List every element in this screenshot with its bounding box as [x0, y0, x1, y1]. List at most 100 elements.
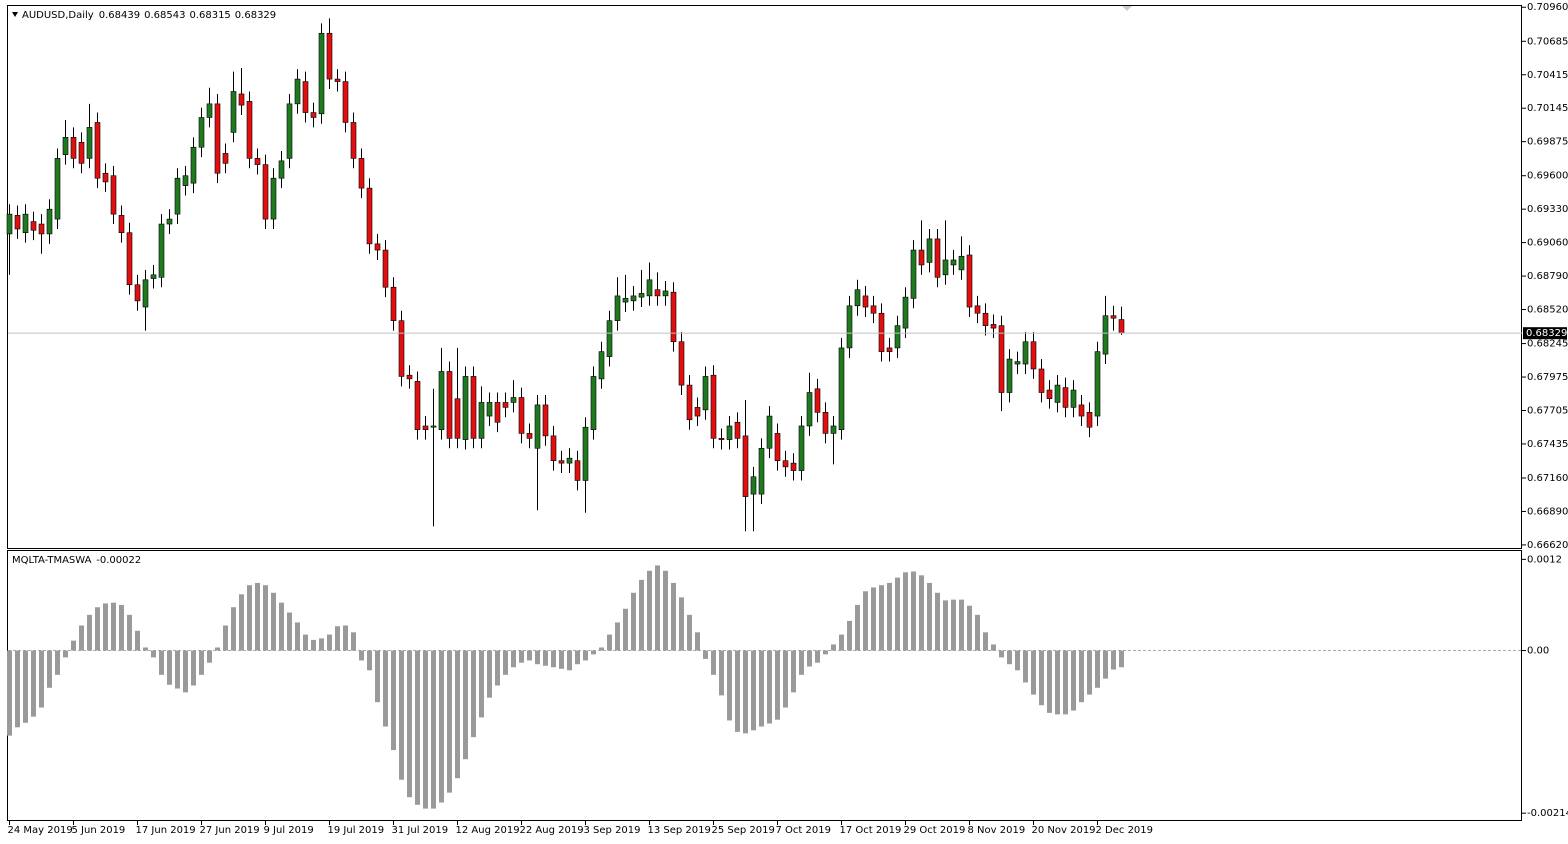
candle-body	[486, 402, 493, 417]
candle-body	[838, 347, 845, 430]
histogram-bar	[799, 650, 804, 675]
candle-body	[526, 433, 533, 439]
histogram-bar	[663, 570, 668, 651]
histogram-bar	[1063, 650, 1068, 715]
histogram-bar	[591, 650, 596, 655]
candle-body	[182, 175, 189, 186]
x-tick-label: 22 Aug 2019	[520, 825, 584, 836]
histogram-bar	[271, 592, 276, 651]
x-tick-label: 17 Jun 2019	[136, 825, 196, 836]
candle-body	[86, 127, 93, 159]
candle-body	[758, 447, 765, 495]
histogram-bar	[319, 638, 324, 651]
histogram-bar	[71, 640, 76, 651]
histogram-bar	[431, 650, 436, 809]
candle-body	[102, 172, 109, 183]
histogram-bar	[239, 594, 244, 651]
current-price-box	[1523, 327, 1567, 340]
histogram-bar	[775, 650, 780, 720]
candle-body	[558, 460, 565, 464]
candle-body	[118, 215, 125, 234]
menu-arrow[interactable]	[12, 12, 18, 17]
candle-body	[30, 221, 37, 231]
histogram-bar	[487, 650, 492, 698]
histogram-bar	[1095, 650, 1100, 688]
y-tick-label: 0.68245	[1527, 339, 1568, 350]
histogram-bar	[607, 634, 612, 651]
histogram-bar	[759, 650, 764, 727]
candle-body	[590, 376, 597, 430]
histogram-bar	[623, 608, 628, 651]
histogram-bar	[559, 650, 564, 669]
candle-body	[214, 103, 221, 174]
candle-body	[734, 421, 741, 439]
candle-body	[206, 103, 213, 118]
histogram-bar	[103, 603, 108, 651]
candle-body	[990, 324, 997, 329]
histogram-bar	[95, 607, 100, 651]
x-tick-label: 7 Oct 2019	[776, 825, 831, 836]
histogram-bar	[495, 650, 500, 686]
candle-body	[70, 137, 77, 159]
histogram-bar	[31, 650, 36, 717]
x-tick-label: 29 Oct 2019	[904, 825, 966, 836]
candle-body	[254, 158, 261, 165]
histogram-bar	[719, 650, 724, 696]
histogram-bar	[335, 626, 340, 651]
histogram-bar	[983, 632, 988, 651]
candle-body	[302, 81, 309, 113]
y-tick-label: 0.68520	[1527, 305, 1568, 316]
histogram-bar	[639, 579, 644, 651]
histogram-bar	[159, 650, 164, 675]
candle-body	[662, 290, 669, 297]
histogram-bar	[183, 650, 188, 693]
candle-body	[726, 425, 733, 440]
histogram-bar	[535, 650, 540, 665]
histogram-bar	[1007, 650, 1012, 665]
histogram-bar	[223, 625, 228, 651]
histogram-bar	[1023, 650, 1028, 683]
histogram-bar	[127, 614, 132, 651]
histogram-bar	[927, 582, 932, 651]
histogram-bar	[919, 575, 924, 651]
candle-body	[494, 402, 501, 423]
histogram-bar	[295, 622, 300, 651]
candle-body	[614, 295, 621, 321]
histogram-bar	[1055, 650, 1060, 715]
histogram-bar	[911, 571, 916, 651]
candle-body	[750, 476, 757, 495]
indicator-value: -0.00022	[96, 555, 141, 566]
candle-body	[126, 232, 133, 286]
candle-body	[478, 402, 485, 439]
histogram-bar	[343, 625, 348, 651]
candle-body	[1014, 361, 1021, 365]
candle-body	[582, 426, 589, 481]
candle-body	[54, 158, 61, 220]
histogram-bar	[407, 650, 412, 798]
candle-body	[222, 153, 229, 164]
indicator-header: MQLTA-TMASWA -0.00022	[12, 555, 141, 566]
candle-body	[1054, 384, 1061, 403]
y-tick-label: 0.00	[1527, 646, 1549, 657]
histogram-bar	[135, 630, 140, 651]
histogram-bar	[1047, 650, 1052, 713]
y-tick-label: 0.70685	[1527, 36, 1568, 47]
histogram-bar	[695, 632, 700, 651]
histogram-bar	[1119, 650, 1124, 668]
y-tick-label: -0.00214	[1527, 808, 1568, 819]
candle-body	[718, 438, 725, 440]
candle-body	[270, 177, 277, 220]
histogram-bar	[999, 650, 1004, 658]
histogram-bar	[151, 650, 156, 658]
x-tick-label: 17 Oct 2019	[840, 825, 902, 836]
histogram-bar	[327, 634, 332, 651]
y-tick-label: 0.69600	[1527, 171, 1568, 182]
candle-body	[502, 402, 509, 408]
x-tick-label: 25 Sep 2019	[712, 825, 775, 836]
y-tick-label: 0.67975	[1527, 372, 1568, 383]
histogram-bar	[15, 650, 20, 728]
candle-body	[110, 175, 117, 215]
histogram-bar	[215, 647, 220, 651]
histogram-bar	[703, 650, 708, 659]
candle-body	[782, 460, 789, 468]
